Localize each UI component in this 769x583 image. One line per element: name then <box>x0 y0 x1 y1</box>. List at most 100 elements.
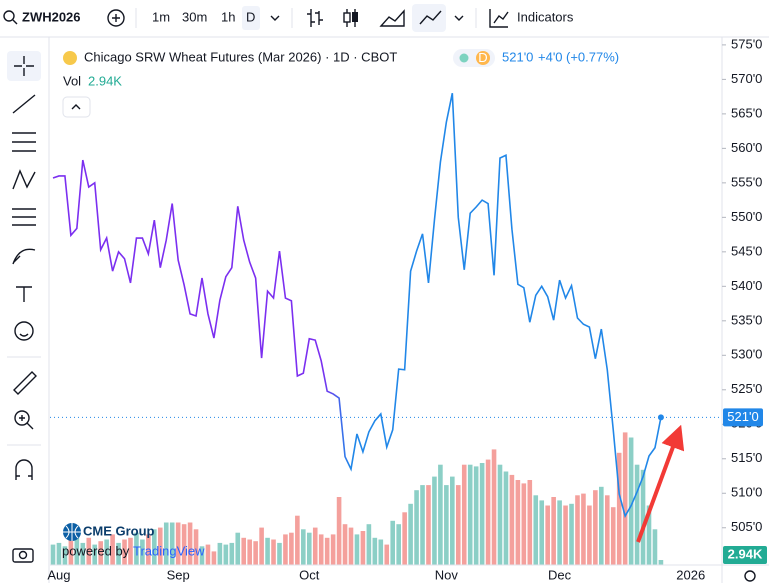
volume-bar <box>199 546 205 565</box>
crosshair-tool[interactable] <box>14 56 34 76</box>
volume-bar <box>450 476 455 565</box>
projection-tool[interactable] <box>12 208 36 226</box>
interval-1m[interactable]: 1m <box>152 9 170 24</box>
volume-bar <box>610 507 616 565</box>
y-tick-label: 510'0 <box>731 485 762 500</box>
volume-bar <box>330 534 336 565</box>
line-icon[interactable] <box>419 10 442 25</box>
settings-button[interactable] <box>744 570 756 582</box>
top-toolbar: ZWH2026 1m 30m 1h D Indicators <box>0 4 769 38</box>
volume-tag <box>723 546 767 564</box>
indicators-icon[interactable] <box>489 9 509 28</box>
search-icon-handle <box>12 19 18 25</box>
volume-bar <box>163 522 169 565</box>
interval-30m[interactable]: 30m <box>182 9 207 24</box>
volume-bar <box>390 520 396 565</box>
volume-bar <box>235 532 241 565</box>
trendline-tool[interactable] <box>12 94 36 114</box>
pattern-tool[interactable] <box>12 169 36 190</box>
chart-type-dropdown[interactable] <box>454 15 464 21</box>
volume-bar <box>104 539 109 565</box>
volume-bar <box>324 537 330 565</box>
volume-bar <box>336 497 342 565</box>
last-price: 521'0 <box>502 49 533 64</box>
volume-bar <box>658 560 664 565</box>
emoji-smile <box>19 333 29 337</box>
y-tick-label: 575'0 <box>731 36 762 51</box>
snapshot-button[interactable] <box>12 548 34 563</box>
volume-bar <box>444 485 449 565</box>
area-icon[interactable] <box>379 9 405 27</box>
fib-tool[interactable] <box>12 132 36 152</box>
symbol[interactable]: ZWH2026 <box>22 9 81 24</box>
volume-bar <box>461 464 467 565</box>
collapse-legend-button[interactable] <box>62 96 91 118</box>
volume-bar <box>80 542 86 565</box>
y-tick-label: 515'0 <box>731 450 762 465</box>
volume-bar <box>485 459 491 565</box>
emoji-tool[interactable] <box>14 321 34 341</box>
volume-bar <box>521 483 527 565</box>
x-tick-label: Sep <box>167 567 190 582</box>
volume-bar <box>110 534 115 565</box>
volume-bar <box>652 529 658 565</box>
y-tick-label: 540'0 <box>731 278 762 293</box>
volume-bar <box>169 522 175 565</box>
volume-bar <box>187 522 193 565</box>
search-icon[interactable] <box>3 10 15 22</box>
text-tool[interactable] <box>16 286 32 302</box>
volume-bar <box>152 529 157 565</box>
zoom-tool[interactable] <box>14 410 30 426</box>
volume-bar <box>604 495 610 565</box>
volume-bar <box>455 485 461 565</box>
volume-bar <box>98 541 103 565</box>
compare-button[interactable] <box>107 9 125 27</box>
chart-legend: Chicago SRW Wheat Futures (Mar 2026) · 1… <box>62 49 619 118</box>
volume-bar <box>628 437 634 565</box>
y-tick-label: 525'0 <box>731 381 762 396</box>
volume-bar <box>557 500 562 565</box>
brush-tool[interactable] <box>12 248 36 265</box>
volume-bar <box>372 537 378 565</box>
volume-bar <box>223 544 229 565</box>
volume-bar <box>289 532 294 565</box>
volume-bar <box>68 539 74 565</box>
volume-bar <box>128 537 133 565</box>
x-tick-label: Nov <box>435 567 459 582</box>
interval-dropdown[interactable] <box>270 15 280 21</box>
bars-icon[interactable] <box>307 9 323 27</box>
volume-bar <box>503 471 509 565</box>
delay-badge[interactable]: D <box>478 50 487 65</box>
plot-area <box>50 93 722 565</box>
volume-bar <box>491 449 497 565</box>
volume-bar <box>56 542 62 565</box>
interval-1h[interactable]: 1h <box>221 9 235 24</box>
market-status[interactable] <box>459 53 469 63</box>
volume-bar <box>640 469 646 565</box>
y-tick-label: 555'0 <box>731 174 762 189</box>
ruler-tool[interactable] <box>13 371 37 395</box>
candle-body <box>352 12 358 22</box>
logo-platform: TradingView <box>133 543 205 558</box>
cme-globe-lines <box>63 523 81 541</box>
volume-bar <box>306 532 312 565</box>
compare-plus <box>112 14 120 22</box>
volume-bar <box>140 539 145 565</box>
volume-bar <box>348 527 354 565</box>
volume-bar <box>634 464 640 565</box>
magnet-tool[interactable] <box>15 459 33 480</box>
y-tick-label: 565'0 <box>731 105 762 120</box>
volume-bar <box>318 534 324 565</box>
indicators-button[interactable]: Indicators <box>517 9 574 24</box>
volume-bar <box>193 529 199 565</box>
volume-bar <box>396 524 401 565</box>
volume-bar <box>420 485 425 565</box>
interval-d[interactable]: D <box>246 9 255 24</box>
price-change: +4'0 <box>538 49 563 64</box>
volume-bar <box>312 527 318 565</box>
volume-bar <box>86 537 92 565</box>
volume-bar <box>175 522 181 565</box>
volume-bar <box>146 534 151 565</box>
volume-bar <box>301 529 306 565</box>
volume-bar <box>509 474 515 565</box>
